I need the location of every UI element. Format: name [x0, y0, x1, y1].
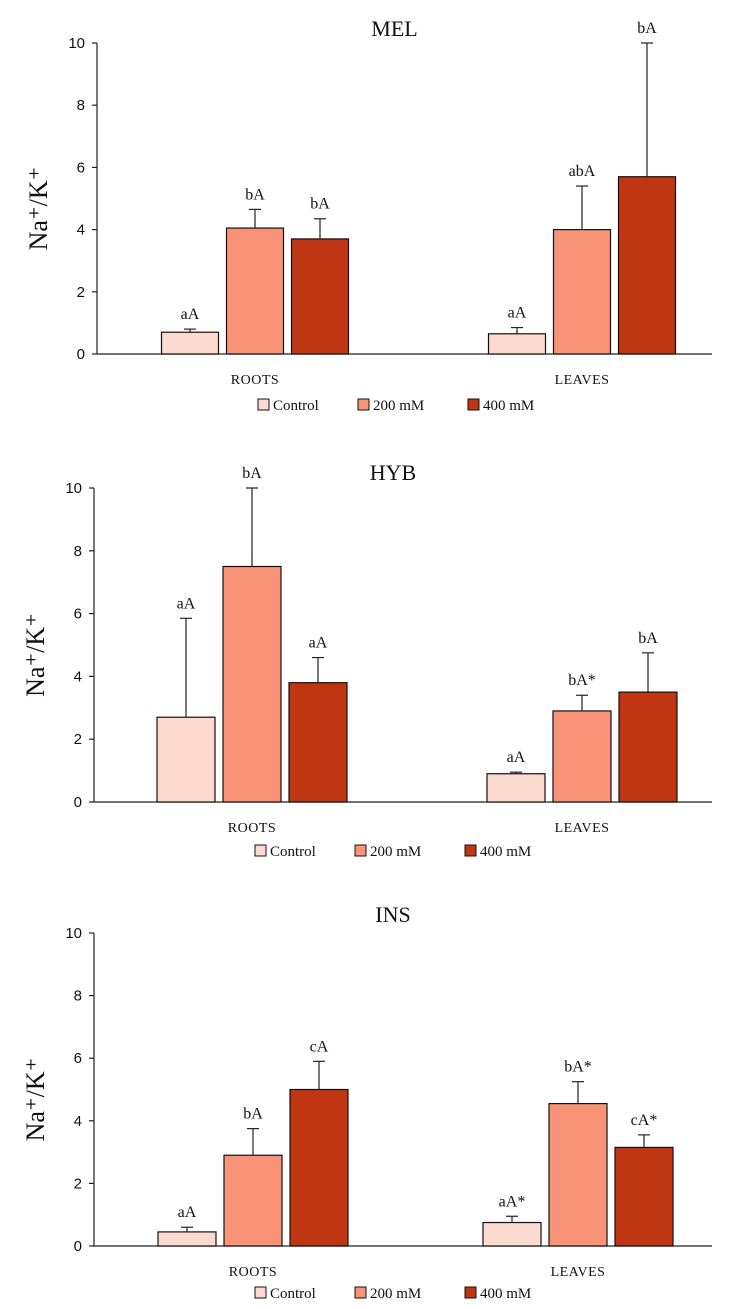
bar — [614, 1146, 674, 1247]
data-label: bA — [242, 465, 262, 482]
y-tick-label: 0 — [77, 346, 85, 363]
bar — [482, 1221, 542, 1247]
legend-swatch — [257, 398, 270, 411]
bar — [223, 1154, 283, 1247]
data-label: bA — [243, 1106, 263, 1123]
legend-swatch — [357, 398, 370, 411]
legend-label: 400 mM — [483, 398, 534, 414]
legend-label: 200 mM — [373, 398, 424, 414]
legend-swatch — [467, 398, 480, 411]
data-label: aA — [507, 749, 526, 766]
data-label: aA — [508, 305, 527, 322]
legend-label: 200 mM — [370, 844, 421, 860]
y-tick-label: 10 — [68, 35, 85, 52]
legend-swatch — [254, 1286, 267, 1299]
x-category-label: LEAVES — [551, 1265, 606, 1280]
y-tick-label: 8 — [74, 543, 82, 560]
data-label: cA — [310, 1038, 329, 1055]
y-tick-label: 10 — [65, 925, 82, 942]
data-label: bA — [310, 196, 330, 213]
y-tick-label: 4 — [77, 222, 85, 239]
bar — [156, 716, 216, 803]
y-tick-label: 6 — [74, 606, 82, 623]
y-tick-label: 8 — [77, 97, 85, 114]
bar — [289, 1088, 349, 1247]
data-label: abA — [569, 163, 596, 180]
y-tick-label: 2 — [77, 284, 85, 301]
data-label: aA — [309, 635, 328, 652]
y-axis-label: Na⁺/K⁺ — [24, 167, 53, 251]
legend-swatch — [464, 844, 477, 857]
data-label: bA — [245, 186, 265, 203]
bar — [552, 710, 612, 803]
bar — [618, 691, 678, 803]
y-tick-label: 4 — [74, 668, 82, 685]
bar — [290, 238, 350, 355]
bar — [552, 229, 612, 355]
x-category-label: ROOTS — [228, 821, 276, 836]
chart-panel-ins: INS Na⁺/K⁺ 0 2 4 6 8 10 aA bA cA ROOTS aA* bA* cA* LEAV… — [0, 870, 732, 1309]
legend-label: Control — [273, 398, 319, 414]
legend-label: 400 mM — [480, 1286, 531, 1302]
chart-panel-mel: MEL Na⁺/K⁺ 0 2 4 6 8 10 aA bA bA ROOTS aA abA bA LEAVES… — [0, 0, 732, 430]
bar — [548, 1102, 608, 1247]
x-category-label: LEAVES — [555, 821, 610, 836]
y-tick-label: 6 — [74, 1050, 82, 1067]
data-label: cA* — [631, 1112, 658, 1129]
y-tick-label: 2 — [74, 731, 82, 748]
x-category-label: ROOTS — [229, 1265, 277, 1280]
data-label: bA* — [564, 1059, 592, 1076]
legend-label: 200 mM — [370, 1286, 421, 1302]
chart-panel-hyb: HYB Na⁺/K⁺ 0 2 4 6 8 10 aA bA aA ROOTS aA bA* bA LEAVES… — [0, 440, 732, 870]
data-label: aA — [178, 1204, 197, 1221]
data-label: bA* — [568, 672, 596, 689]
y-tick-label: 8 — [74, 988, 82, 1005]
bar — [288, 682, 348, 803]
legend-label: Control — [270, 1286, 316, 1302]
y-tick-label: 10 — [65, 480, 82, 497]
bar — [487, 333, 547, 355]
bar — [222, 565, 282, 803]
y-tick-label: 6 — [77, 159, 85, 176]
legend-swatch — [464, 1286, 477, 1299]
bar — [617, 176, 677, 355]
chart-title: MEL — [371, 16, 417, 41]
y-axis-label: Na⁺/K⁺ — [21, 1058, 50, 1142]
data-label: aA — [181, 306, 200, 323]
chart-svg-ins: INS Na⁺/K⁺ 0 2 4 6 8 10 aA bA cA ROOTS aA* bA* cA* LEAV… — [21, 902, 712, 1302]
y-axis-label: Na⁺/K⁺ — [21, 613, 50, 697]
legend-swatch — [254, 844, 267, 857]
data-label: bA — [637, 20, 657, 37]
data-label: aA — [177, 595, 196, 612]
chart-title: HYB — [370, 460, 416, 485]
data-label: bA — [638, 630, 658, 647]
y-tick-label: 4 — [74, 1113, 82, 1130]
bar — [225, 227, 285, 355]
bar — [486, 773, 546, 803]
x-category-label: LEAVES — [555, 373, 610, 388]
bar — [160, 331, 220, 355]
legend-swatch — [354, 1286, 367, 1299]
chart-title: INS — [375, 902, 410, 927]
x-category-label: ROOTS — [231, 373, 279, 388]
bar — [157, 1231, 217, 1247]
legend-swatch — [354, 844, 367, 857]
y-tick-label: 2 — [74, 1175, 82, 1192]
legend-label: 400 mM — [480, 844, 531, 860]
chart-svg-hyb: HYB Na⁺/K⁺ 0 2 4 6 8 10 aA bA aA ROOTS aA bA* bA LEAVES… — [21, 460, 712, 860]
y-tick-label: 0 — [74, 794, 82, 811]
y-tick-label: 0 — [74, 1238, 82, 1255]
chart-svg-mel: MEL Na⁺/K⁺ 0 2 4 6 8 10 aA bA bA ROOTS aA abA bA LEAVES… — [24, 16, 712, 414]
legend-label: Control — [270, 844, 316, 860]
data-label: aA* — [499, 1193, 526, 1210]
